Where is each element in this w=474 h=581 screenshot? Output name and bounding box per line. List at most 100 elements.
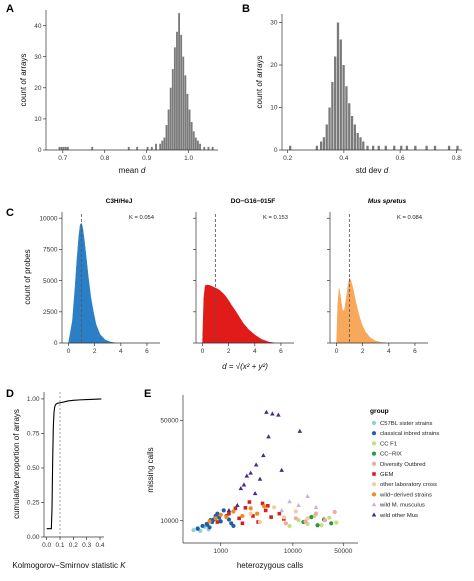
y-tick-label: 1.00: [27, 396, 40, 403]
histogram-bar: [322, 137, 326, 150]
legend-swatch: [372, 472, 376, 476]
data-point: [297, 428, 303, 433]
y-tick-label: 10: [270, 105, 278, 112]
data-point: [305, 493, 310, 498]
histogram-bar: [325, 124, 328, 150]
legend-swatch: [371, 461, 377, 466]
histogram-bar: [319, 141, 323, 150]
y-tick-label: 0.50: [27, 465, 40, 472]
histogram-bar: [60, 146, 63, 150]
data-point: [266, 504, 270, 508]
histogram-bar: [186, 94, 189, 150]
histogram-bar: [328, 107, 331, 150]
x-tick-label: 0.9: [142, 155, 151, 162]
x-tick-label: 0: [201, 348, 205, 355]
legend-swatch: [371, 451, 377, 456]
x-tick-label: 6: [279, 348, 283, 355]
data-point: [329, 521, 334, 526]
k-statistic-label: K = 0.054: [129, 215, 155, 221]
x-tick-label: 0.4: [339, 155, 348, 162]
data-point: [257, 476, 263, 481]
x-tick-label: 0.3: [82, 542, 91, 549]
histogram-bar: [176, 31, 178, 150]
data-point: [200, 523, 205, 529]
data-point: [309, 515, 314, 520]
density-panel: 0 2 4 6 0 2500 5000 7500 10000 C3H/HeJ K = 0.054: [39, 198, 160, 355]
histogram-bar: [289, 145, 292, 150]
panel-title: DO−G16−015F: [231, 198, 275, 205]
histogram-bar: [62, 146, 65, 150]
legend: group C57BL sister strains classical inbre…: [370, 408, 439, 519]
data-point: [262, 504, 267, 509]
x-tick-label: 4: [119, 348, 123, 355]
y-axis-title: count of arrays: [255, 56, 264, 109]
data-point: [319, 523, 324, 528]
x-tick-label: 2: [227, 348, 231, 355]
x-tick-label: 50000: [334, 548, 352, 555]
data-point: [248, 506, 253, 511]
histogram-bar: [155, 143, 157, 150]
data-point: [240, 513, 245, 519]
histogram-bar: [66, 146, 69, 150]
histogram-bar: [58, 146, 61, 150]
panel-d: D 0.00 0.25 0.50 0.75 1.00 0.0 0.1 0.2 0.3 0.4 Kol…: [6, 388, 126, 570]
y-tick-label: 10000: [160, 518, 178, 525]
data-point: [266, 434, 271, 439]
histogram-bar: [91, 146, 94, 150]
scatter-series: [279, 493, 319, 513]
data-point: [332, 509, 337, 515]
data-point: [287, 523, 292, 529]
histogram-bar: [173, 47, 176, 151]
data-point: [226, 508, 232, 513]
histogram-bar: [336, 22, 340, 150]
ks-cumulative-curve: 0.00 0.25 0.50 0.75 1.00 0.0 0.1 0.2 0.3 0.4 Kolmo…: [12, 392, 126, 570]
panel-c: C 0 2 4 6 0 2500 5000 7500 10000 C3H/HeJ K = 0.054…: [6, 198, 428, 371]
histogram-bar: [159, 143, 162, 150]
data-point: [207, 519, 212, 524]
histogram-bar: [334, 56, 337, 150]
data-point: [248, 511, 253, 516]
legend-swatch: [371, 512, 377, 517]
x-axis-title: heterozygous calls: [237, 561, 303, 570]
y-tick-label: 0: [38, 147, 42, 154]
x-axis-title: d = √(x² + y²): [222, 362, 268, 371]
legend-label: wild M. musculus: [379, 503, 425, 509]
y-tick-label: 20: [270, 62, 278, 69]
data-point: [248, 470, 253, 475]
histogram-bar: [194, 137, 197, 150]
legend-label: Diversity Outbred: [380, 462, 426, 468]
data-point: [293, 516, 298, 521]
histogram-bar: [197, 140, 199, 150]
histogram-bar: [350, 116, 354, 150]
y-axis-title: count of probes: [23, 249, 32, 304]
histogram-bar: [372, 145, 375, 150]
data-point: [287, 499, 292, 504]
histogram-bar: [169, 87, 172, 150]
data-point: [293, 509, 298, 514]
x-tick-label: 0.8: [452, 155, 461, 162]
histogram-bar: [163, 137, 166, 150]
histogram-bar: [414, 145, 417, 150]
data-point: [264, 409, 269, 414]
legend-swatch: [371, 431, 377, 436]
histogram-bar: [180, 34, 183, 151]
data-point: [215, 511, 220, 516]
x-tick-label: 4: [387, 348, 391, 355]
y-tick-label: 0.75: [27, 431, 40, 438]
y-tick-label: 0.25: [27, 500, 40, 507]
data-point: [277, 511, 282, 516]
histogram-bar: [342, 65, 345, 150]
panel-label-e: E: [144, 388, 151, 400]
histogram-bar: [182, 56, 185, 150]
data-point: [255, 511, 260, 516]
scatter-series: [195, 508, 236, 531]
density-area: [336, 277, 387, 344]
histogram-bar: [165, 125, 168, 150]
data-point: [213, 516, 218, 521]
data-point: [244, 473, 250, 478]
histogram-bar: [366, 145, 369, 150]
legend-label: wild other Mus: [379, 513, 418, 519]
x-tick-label: 0.4: [95, 542, 104, 549]
legend-swatch: [371, 420, 377, 426]
y-tick-label: 40: [34, 23, 42, 30]
